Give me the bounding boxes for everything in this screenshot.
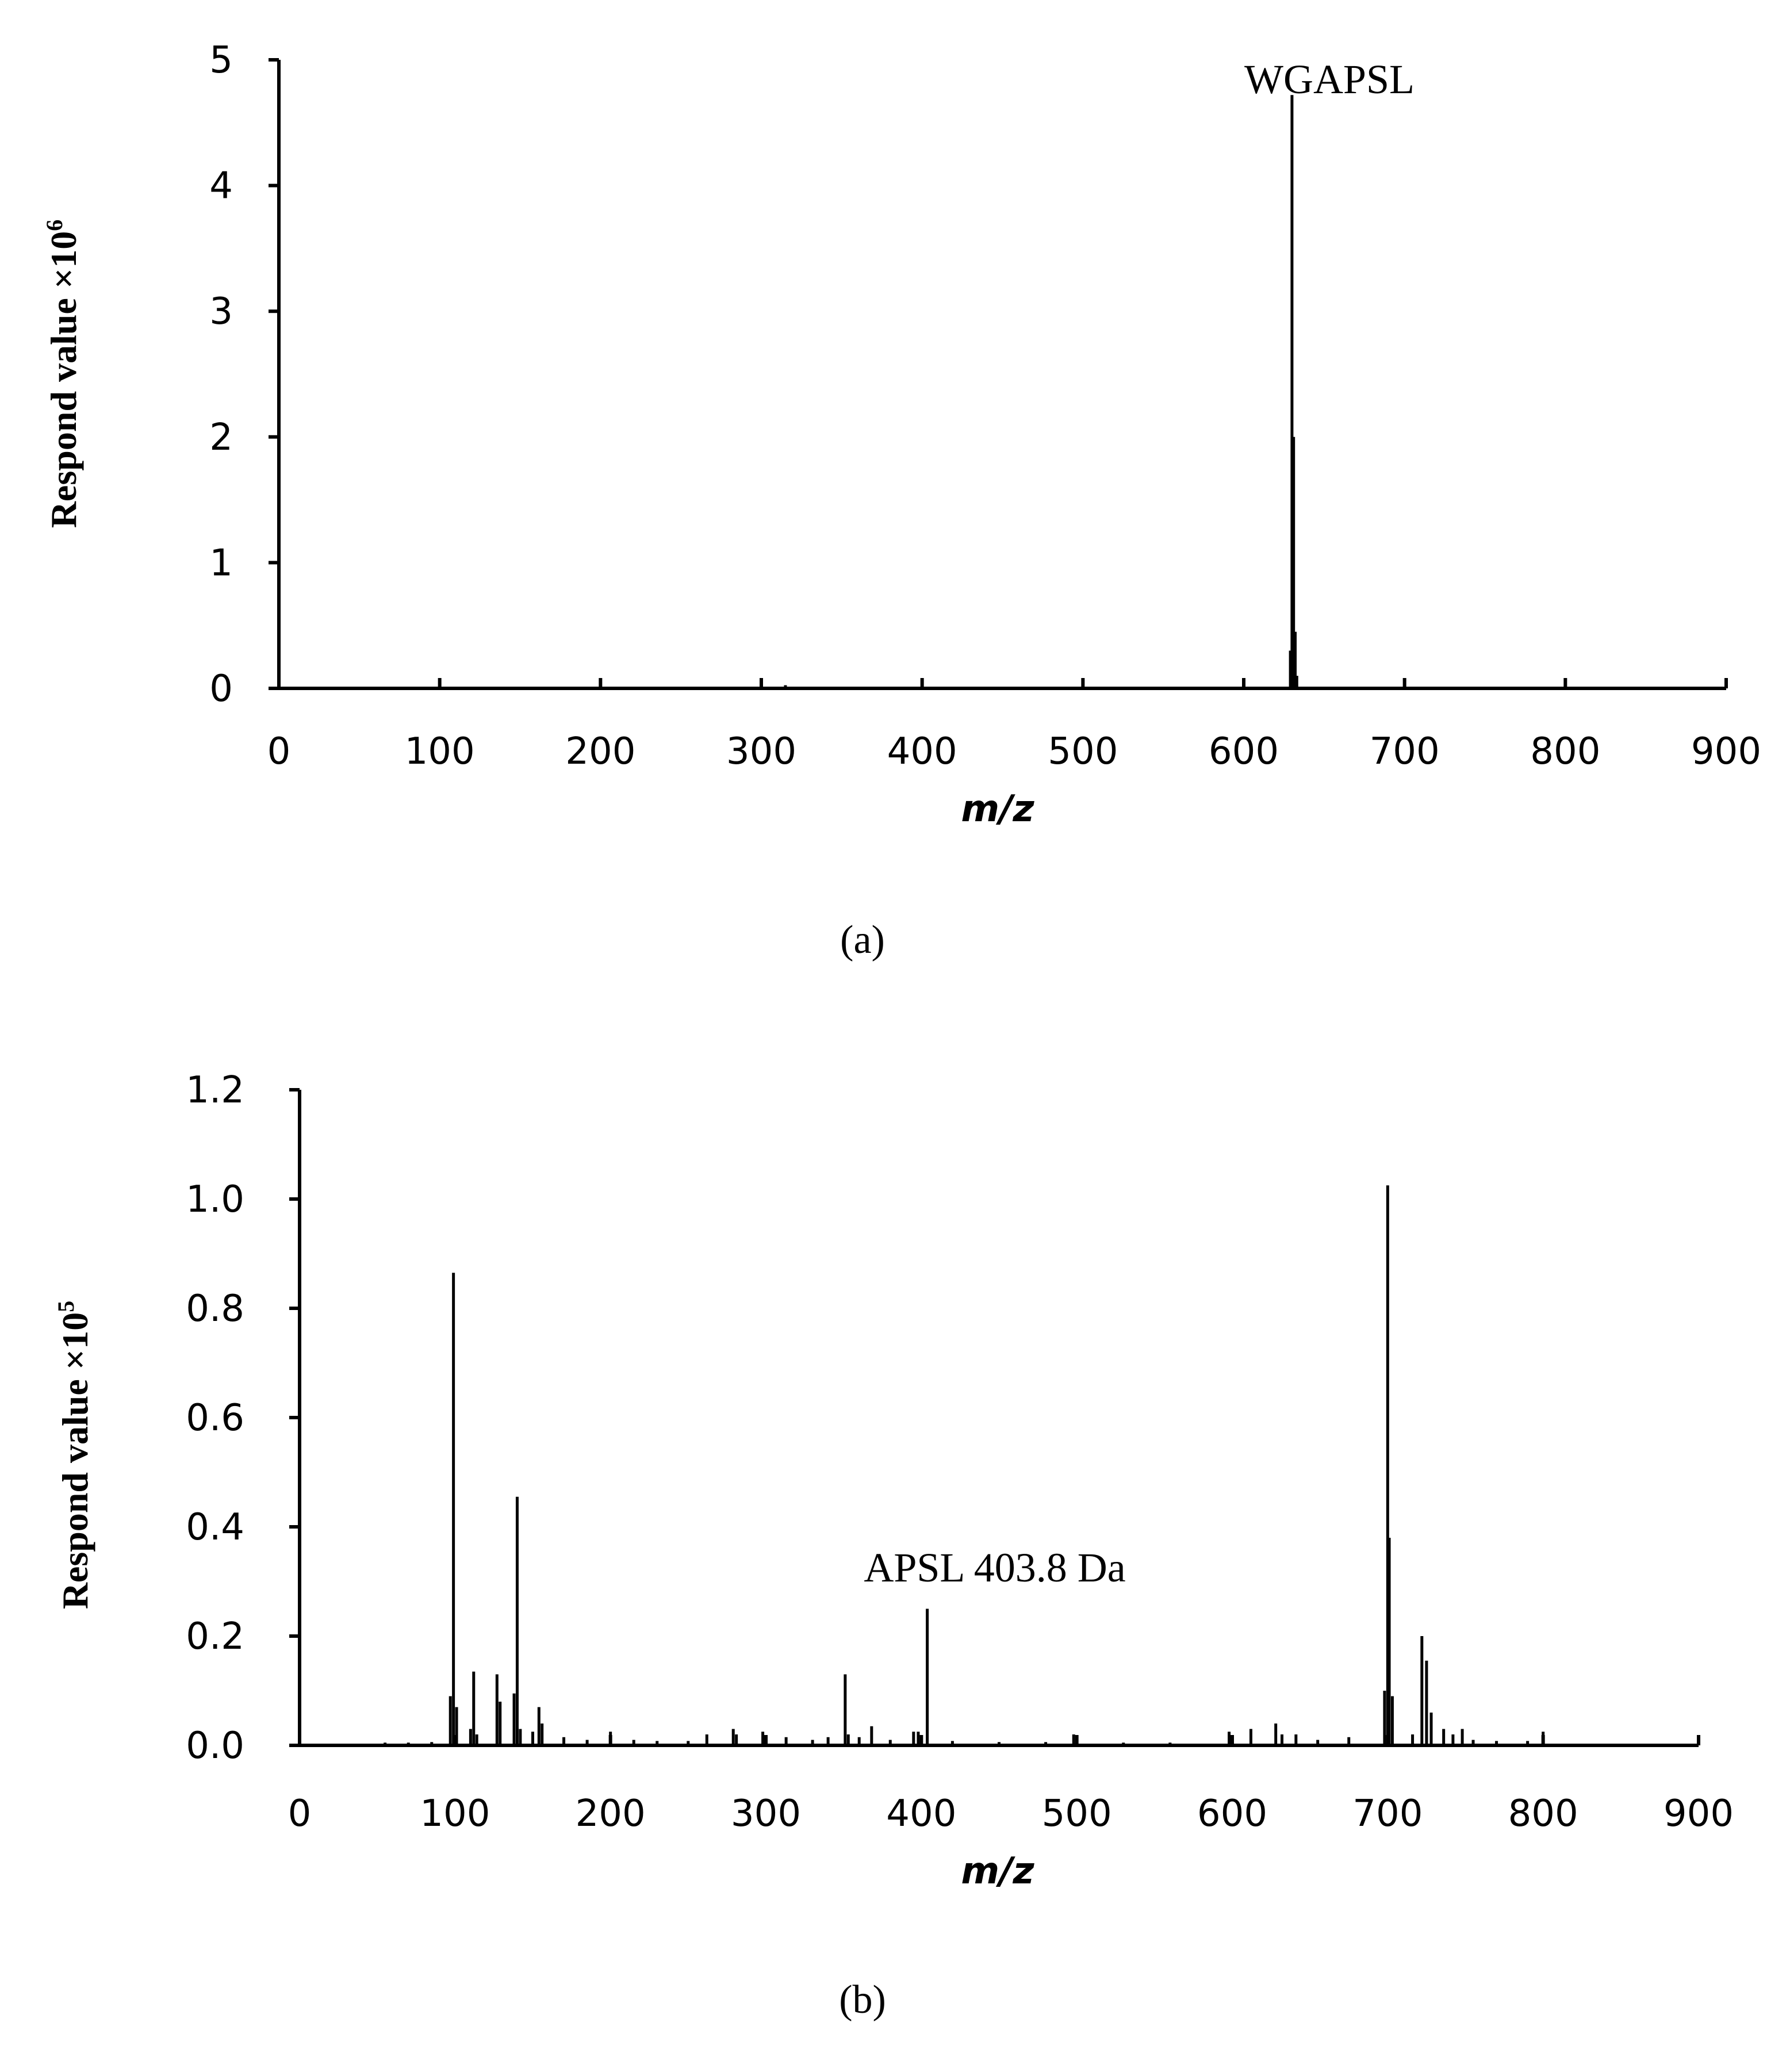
panel-b-x-tick-label: 300: [731, 1793, 801, 1835]
panel-a-y-tick-label: 5: [209, 39, 233, 82]
panel-b-y-axis-title: Respond value ×105: [53, 1301, 95, 1610]
panel-a-x-tick-label: 500: [1048, 730, 1118, 773]
panel-b-y-tick-label: 1.0: [186, 1178, 244, 1221]
panel-b-axes: [298, 1090, 1699, 1747]
panel-a-caption: (a): [840, 918, 885, 962]
panel-a-x-tick-label: 300: [726, 730, 796, 773]
panel-b-x-tick-label: 100: [420, 1793, 490, 1835]
panel-b-peak-annotation: APSL 403.8 Da: [864, 1545, 1125, 1591]
panel-b-x-tick-label: 500: [1042, 1793, 1112, 1835]
panel-b-y-ticks: 0.0 0.2 0.4 0.6 0.8 1.0 1.2: [186, 1069, 300, 1767]
panel-b-y-axis-title-exponent: 5: [53, 1301, 79, 1312]
panel-a-x-tick-label: 100: [405, 730, 475, 773]
panel-a-y-tick-label: 0: [209, 668, 233, 710]
panel-a-y-axis-title-main: Respond value ×10: [43, 231, 84, 528]
panel-b-y-tick-label: 1.2: [186, 1069, 244, 1112]
panel-a-y-ticks: 0 1 2 3 4 5: [209, 39, 279, 710]
panel-b-y-tick-label: 0.0: [186, 1725, 244, 1767]
panel-b-y-tick-label: 0.4: [186, 1506, 244, 1549]
panel-a-y-tick-label: 4: [209, 165, 233, 208]
panel-a-y-axis-title-exponent: 6: [41, 220, 67, 231]
panel-b-x-tick-label: 700: [1352, 1793, 1423, 1835]
panel-a-x-tick-label: 200: [565, 730, 635, 773]
panel-a-y-tick-label: 1: [209, 542, 233, 584]
panel-b-x-axis-title: m/z: [961, 1850, 1034, 1893]
panel-a-y-tick-label: 3: [209, 290, 233, 333]
panel-a-x-tick-label: 0: [267, 730, 291, 773]
panel-b-caption: (b): [839, 1978, 886, 2022]
panel-b-x-ticks: 0 100 200 300 400 500 600 700 800 900: [288, 1735, 1734, 1835]
panel-a-x-tick-label: 600: [1209, 730, 1279, 773]
panel-a-x-tick-label: 800: [1530, 730, 1600, 773]
panel-b: 0.0 0.2 0.4 0.6 0.8 1.0 1.2 0 100 200 300 400 500 60…: [53, 1069, 1734, 2022]
panel-b-y-tick-label: 0.6: [186, 1397, 244, 1439]
panel-a-x-tick-label: 700: [1370, 730, 1440, 773]
panel-b-x-tick-label: 600: [1197, 1793, 1267, 1835]
panel-a-x-tick-label: 400: [887, 730, 957, 773]
panel-b-y-tick-label: 0.2: [186, 1615, 244, 1658]
panel-a-y-tick-label: 2: [209, 416, 233, 459]
panel-a-x-ticks: 0 100 200 300 400 500 600 700 800 900: [267, 678, 1761, 773]
panel-b-x-tick-label: 800: [1508, 1793, 1578, 1835]
panel-b-y-axis-title-main: Respond value ×10: [55, 1312, 95, 1610]
panel-a-y-axis-title: Respond value ×106: [41, 220, 84, 528]
panel-b-x-tick-label: 0: [288, 1793, 312, 1835]
panel-b-x-tick-label: 400: [886, 1793, 956, 1835]
panel-a-x-tick-label: 900: [1691, 730, 1761, 773]
panel-a-axes: [277, 60, 1726, 690]
panel-b-peaks: [384, 1185, 1545, 1745]
panel-b-y-tick-label: 0.8: [186, 1288, 244, 1330]
panel-a-x-axis-title: m/z: [961, 788, 1034, 830]
panel-a-peaks: [496, 95, 1321, 688]
panel-a-peak-annotation: WGAPSL: [1244, 56, 1415, 102]
panel-b-x-tick-label: 200: [576, 1793, 646, 1835]
panel-b-x-tick-label: 900: [1663, 1793, 1734, 1835]
